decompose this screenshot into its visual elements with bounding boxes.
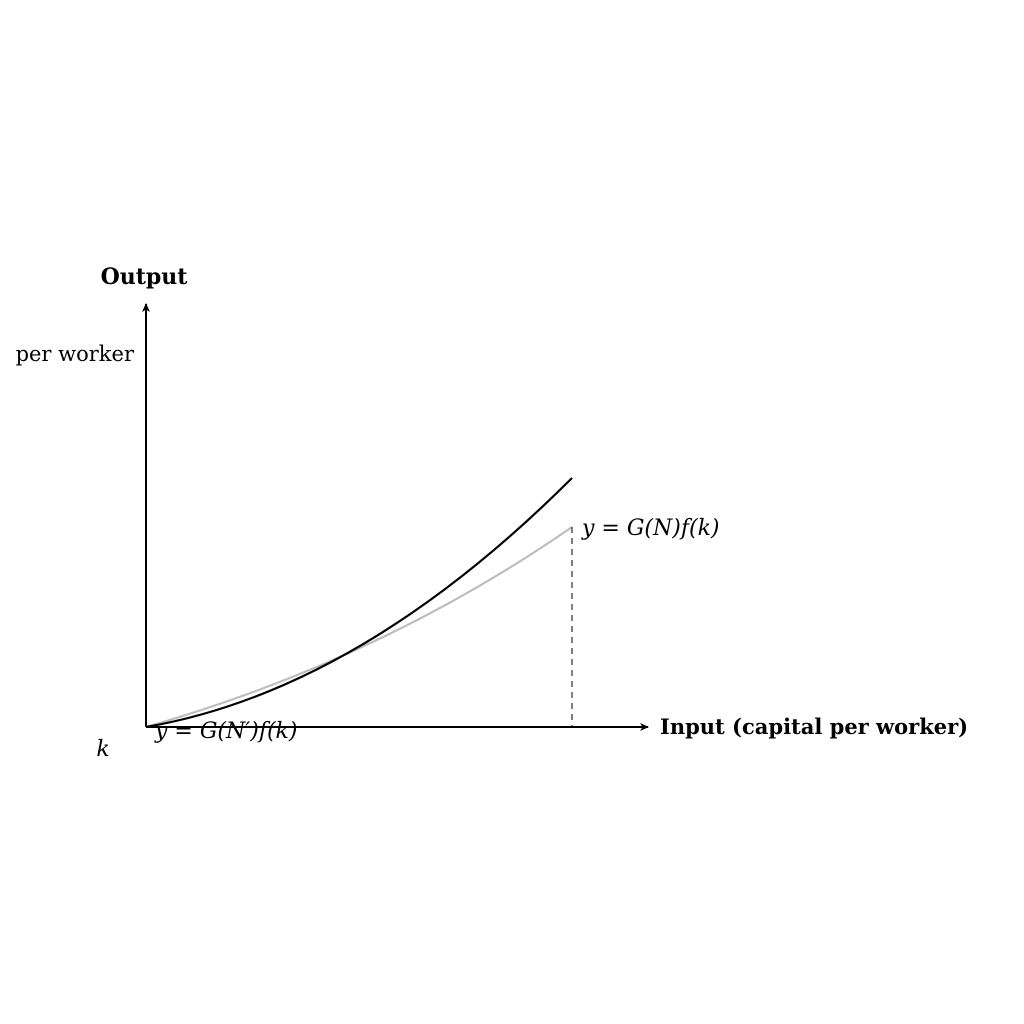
curve-g-n-label: y = G(N)f(k) [581,516,719,541]
y-axis-title: Output [101,264,189,290]
curve-g-n-prime-label: y = G(N′)f(k) [154,719,297,744]
x-axis-title: Input (capital per worker) [660,714,968,739]
curve-g-n-prime [145,477,573,729]
curve-g-n [145,526,573,729]
y-axis-subtitle: per worker [16,342,135,366]
origin-k-label: k [96,737,109,762]
